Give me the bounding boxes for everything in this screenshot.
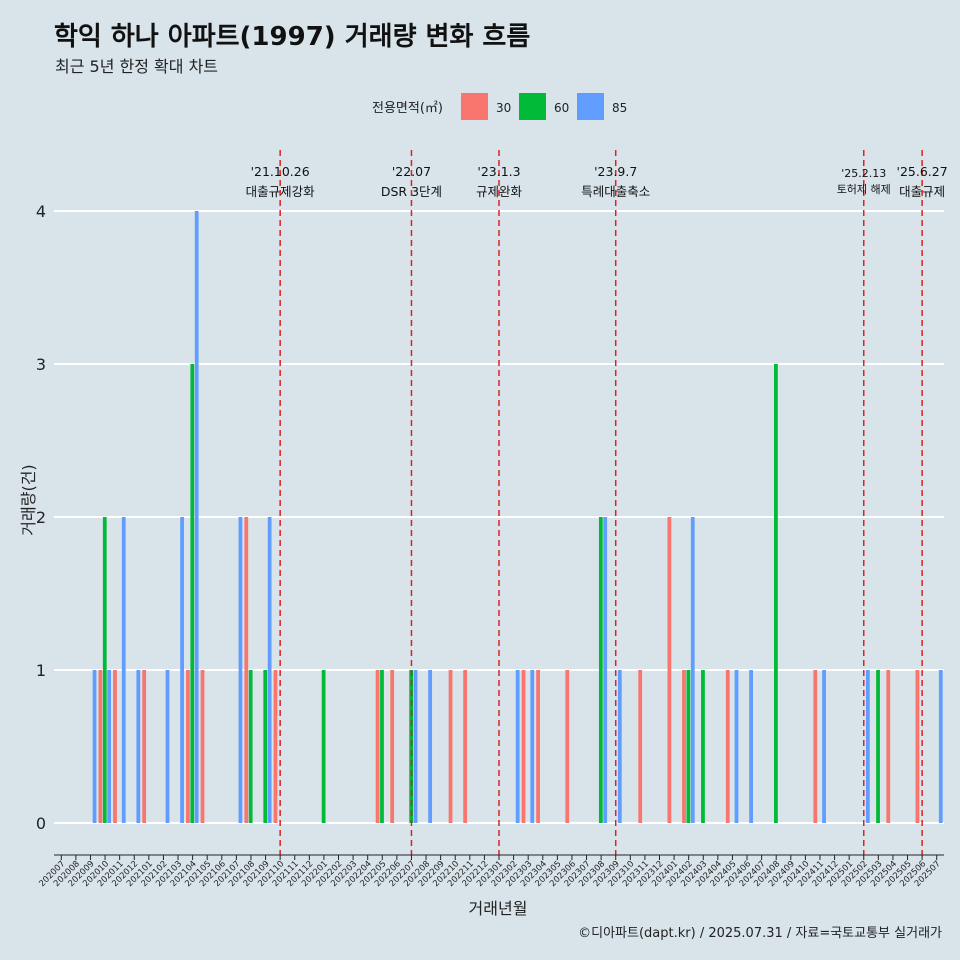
bar-85 bbox=[617, 670, 622, 823]
bar-30 bbox=[113, 670, 117, 823]
bar-30 bbox=[813, 670, 818, 823]
bar-60 bbox=[190, 364, 195, 823]
event-label: 토허제 해제 bbox=[837, 182, 891, 196]
x-axis: 2020072020082020092020102020112020122021… bbox=[37, 854, 944, 889]
legend-label: 30 bbox=[496, 101, 511, 115]
bar-85 bbox=[107, 670, 112, 823]
bar-85 bbox=[822, 670, 826, 823]
bars bbox=[92, 211, 943, 823]
chart-title: 학익 하나 아파트(1997) 거래량 변화 흐름 bbox=[54, 22, 531, 52]
bar-85 bbox=[194, 211, 199, 823]
bar-30 bbox=[536, 670, 540, 823]
bar-60 bbox=[686, 670, 691, 823]
chart-subtitle: 최근 5년 한정 확대 차트 bbox=[55, 57, 219, 76]
bar-30 bbox=[886, 670, 891, 823]
bar-60 bbox=[774, 364, 778, 823]
bar-30 bbox=[915, 670, 920, 823]
bar-60 bbox=[380, 670, 384, 823]
bar-30 bbox=[186, 670, 190, 823]
bar-30 bbox=[200, 670, 205, 823]
bar-60 bbox=[102, 517, 107, 823]
bar-30 bbox=[448, 670, 453, 823]
y-axis: 0 1 2 3 4 bbox=[36, 202, 46, 833]
legend-swatch-85 bbox=[577, 93, 604, 120]
bar-85 bbox=[267, 517, 272, 823]
event-date: '22.07 bbox=[392, 164, 431, 179]
bar-30 bbox=[667, 517, 672, 823]
bar-85 bbox=[180, 517, 184, 823]
y-tick-label: 4 bbox=[36, 202, 46, 221]
bar-30 bbox=[463, 670, 468, 823]
event-label: 규제완화 bbox=[476, 184, 523, 199]
bar-60 bbox=[263, 670, 268, 823]
event-date: '23.9.7 bbox=[594, 164, 637, 179]
event-date: '25.6.27 bbox=[897, 164, 948, 179]
event-label: 대출규제강화 bbox=[246, 184, 316, 199]
bar-85 bbox=[165, 670, 170, 823]
bar-30 bbox=[244, 517, 249, 823]
source-caption: ©디아파트(dapt.kr) / 2025.07.31 / 자료=국토교통부 실… bbox=[578, 926, 942, 941]
bar-60 bbox=[598, 517, 603, 823]
bar-30 bbox=[98, 670, 103, 823]
y-tick-label: 2 bbox=[36, 508, 46, 527]
legend-label: 85 bbox=[612, 101, 627, 115]
event-label: 특례대출축소 bbox=[581, 184, 650, 199]
bar-85 bbox=[749, 670, 753, 823]
bar-85 bbox=[865, 670, 870, 823]
bar-85 bbox=[238, 517, 243, 823]
bar-85 bbox=[938, 670, 943, 823]
bar-30 bbox=[375, 670, 380, 823]
y-tick-label: 1 bbox=[36, 661, 46, 680]
bar-30 bbox=[565, 670, 570, 823]
bar-30 bbox=[682, 670, 686, 823]
bar-85 bbox=[136, 670, 141, 823]
legend-swatch-60 bbox=[519, 93, 546, 120]
bar-85 bbox=[428, 670, 433, 823]
legend-title: 전용면적(㎡) bbox=[372, 101, 443, 116]
bar-85 bbox=[734, 670, 739, 823]
bar-85 bbox=[603, 517, 608, 823]
bar-85 bbox=[690, 517, 695, 823]
bar-30 bbox=[521, 670, 526, 823]
bar-30 bbox=[142, 670, 147, 823]
legend-label: 60 bbox=[554, 101, 569, 115]
x-axis-label: 거래년월 bbox=[469, 899, 528, 918]
bar-60 bbox=[876, 670, 880, 823]
event-markers: '21.10.26 대출규제강화 '22.07 DSR 3단계 '23.1.3 규제완화 '… bbox=[246, 150, 948, 855]
legend: 전용면적(㎡) 30 60 85 bbox=[372, 93, 627, 120]
bar-30 bbox=[638, 670, 643, 823]
event-date: '21.10.26 bbox=[251, 164, 310, 179]
y-axis-label: 거래량(건) bbox=[19, 464, 38, 535]
bar-30 bbox=[725, 670, 730, 823]
bar-85 bbox=[92, 670, 97, 823]
bar-30 bbox=[390, 670, 395, 823]
bar-60 bbox=[321, 670, 326, 823]
event-label: 대출규제 bbox=[899, 184, 945, 199]
bar-85 bbox=[121, 517, 126, 823]
event-date: '23.1.3 bbox=[477, 164, 520, 179]
y-tick-label: 3 bbox=[36, 355, 46, 374]
y-tick-label: 0 bbox=[36, 814, 46, 833]
bar-60 bbox=[409, 670, 414, 823]
bar-60 bbox=[248, 670, 253, 823]
bar-85 bbox=[530, 670, 535, 823]
bar-30 bbox=[273, 670, 278, 823]
event-label: DSR 3단계 bbox=[381, 184, 442, 199]
bar-85 bbox=[413, 670, 418, 823]
bar-85 bbox=[515, 670, 520, 823]
bar-60 bbox=[701, 670, 705, 823]
legend-swatch-30 bbox=[461, 93, 488, 120]
event-date: '25.2.13 bbox=[841, 167, 886, 180]
